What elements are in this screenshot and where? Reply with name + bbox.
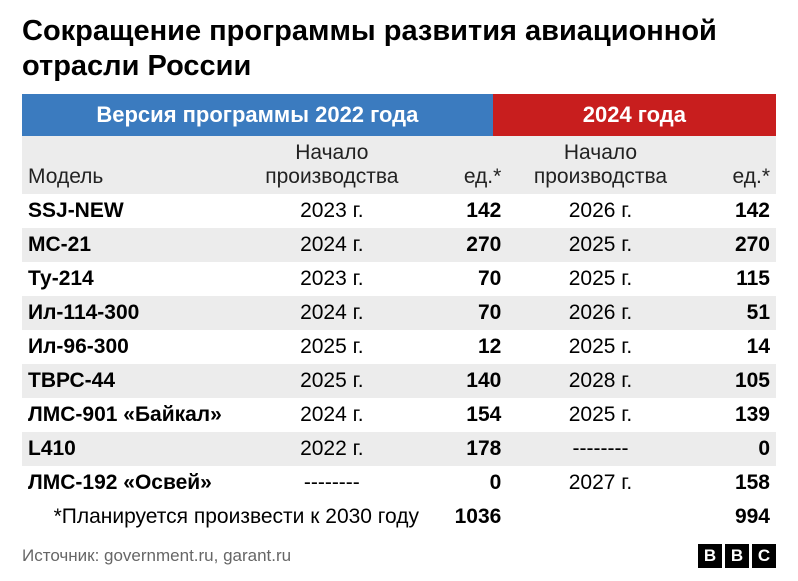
cell-start-2024: 2027 г. [507,466,693,500]
header-start-2024: Начало производства [507,136,693,194]
header-units-2024: ед.* [694,136,776,194]
cell-start-2022: 2022 г. [239,432,425,466]
cell-start-2022: 2024 г. [239,228,425,262]
header-units-2022: ед.* [425,136,507,194]
cell-units-2024: 115 [694,262,776,296]
cell-units-2022: 142 [425,194,507,228]
cell-model: Ил-96-300 [22,330,239,364]
total-units-2022: 1036 [425,500,507,534]
cell-model: МС-21 [22,228,239,262]
cell-units-2022: 140 [425,364,507,398]
table-row: L4102022 г.178--------0 [22,432,776,466]
cell-units-2022: 70 [425,296,507,330]
cell-start-2024: -------- [507,432,693,466]
cell-units-2024: 105 [694,364,776,398]
source-text: Источник: government.ru, garant.ru [22,546,291,566]
cell-model: Ту-214 [22,262,239,296]
cell-start-2022: 2025 г. [239,330,425,364]
table-row: ЛМС-192 «Освей»--------02027 г.158 [22,466,776,500]
cell-start-2024: 2025 г. [507,330,693,364]
cell-model: Ил-114-300 [22,296,239,330]
cell-model: ЛМС-192 «Освей» [22,466,239,500]
cell-start-2024: 2028 г. [507,364,693,398]
cell-model: ТВРС-44 [22,364,239,398]
source-row: Источник: government.ru, garant.ru B B C [0,534,798,568]
bbc-logo: B B C [698,544,776,568]
infographic-container: Сокращение программы развития авиационно… [0,0,798,568]
cell-units-2024: 270 [694,228,776,262]
cell-start-2022: 2024 г. [239,398,425,432]
cell-start-2024: 2026 г. [507,194,693,228]
header-row: Модель Начало производства ед.* Начало п… [22,136,776,194]
total-row: *Планируется произвести к 2030 году 1036… [22,500,776,534]
total-units-2024: 994 [694,500,776,534]
table-row: Ту-2142023 г.702025 г.115 [22,262,776,296]
banner-2022: Версия программы 2022 года [22,94,493,136]
table-wrap: Модель Начало производства ед.* Начало п… [0,136,798,534]
cell-units-2022: 178 [425,432,507,466]
cell-units-2022: 12 [425,330,507,364]
cell-units-2022: 0 [425,466,507,500]
cell-start-2022: 2023 г. [239,262,425,296]
header-start-2022: Начало производства [239,136,425,194]
bbc-letter-b1: B [698,544,722,568]
cell-units-2024: 14 [694,330,776,364]
cell-start-2024: 2025 г. [507,398,693,432]
table-row: МС-212024 г.2702025 г.270 [22,228,776,262]
table-row: SSJ-NEW2023 г.1422026 г.142 [22,194,776,228]
table-body: SSJ-NEW2023 г.1422026 г.142МС-212024 г.2… [22,194,776,500]
total-label: *Планируется произвести к 2030 году [22,500,425,534]
bbc-letter-c: C [752,544,776,568]
table-row: Ил-96-3002025 г.122025 г.14 [22,330,776,364]
cell-units-2024: 142 [694,194,776,228]
cell-units-2022: 70 [425,262,507,296]
cell-start-2024: 2025 г. [507,228,693,262]
data-table: Модель Начало производства ед.* Начало п… [22,136,776,534]
table-row: ТВРС-442025 г.1402028 г.105 [22,364,776,398]
table-row: ЛМС-901 «Байкал»2024 г.1542025 г.139 [22,398,776,432]
cell-units-2024: 51 [694,296,776,330]
cell-start-2024: 2025 г. [507,262,693,296]
cell-start-2022: 2023 г. [239,194,425,228]
total-spacer [507,500,693,534]
cell-model: SSJ-NEW [22,194,239,228]
table-row: Ил-114-3002024 г.702026 г.51 [22,296,776,330]
cell-units-2022: 154 [425,398,507,432]
cell-start-2022: 2024 г. [239,296,425,330]
cell-start-2022: 2025 г. [239,364,425,398]
cell-start-2024: 2026 г. [507,296,693,330]
cell-model: ЛМС-901 «Байкал» [22,398,239,432]
bbc-letter-b2: B [725,544,749,568]
cell-start-2022: -------- [239,466,425,500]
cell-units-2024: 0 [694,432,776,466]
cell-model: L410 [22,432,239,466]
cell-units-2022: 270 [425,228,507,262]
header-model: Модель [22,136,239,194]
banner-row: Версия программы 2022 года 2024 года [0,94,798,136]
cell-units-2024: 139 [694,398,776,432]
title: Сокращение программы развития авиационно… [0,0,798,94]
banner-2024: 2024 года [493,94,776,136]
cell-units-2024: 158 [694,466,776,500]
